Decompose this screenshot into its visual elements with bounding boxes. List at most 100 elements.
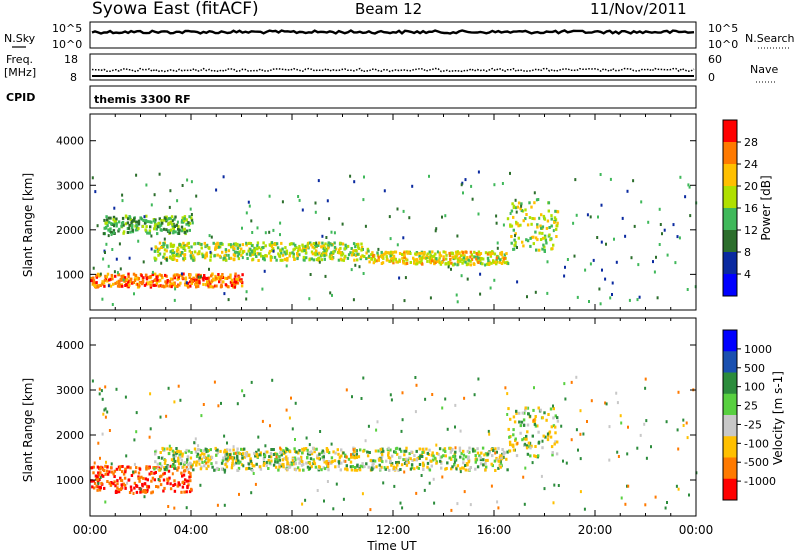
velocity-echo-cell (186, 455, 190, 459)
power-echo-cell (209, 281, 212, 285)
velocity-echo-cell (415, 383, 418, 387)
power-echo-cell (479, 261, 483, 265)
power-echo-cell (92, 266, 95, 270)
velocity-echo-cell (526, 423, 530, 427)
power-echo-cell (498, 260, 501, 264)
velocity-echo-cell (620, 496, 623, 500)
power-echo-cell (182, 228, 185, 232)
velocity-echo-cell (274, 460, 277, 464)
power-echo-cell (155, 275, 158, 279)
velocity-echo-cell (553, 442, 556, 446)
velocity-echo-cell (533, 422, 537, 426)
power-echo-cell (158, 273, 162, 277)
velocity-echo-cell (257, 435, 260, 439)
velocity-echo-cell (454, 403, 457, 407)
velocity-echo-cell (508, 449, 512, 453)
power-echo-cell (317, 244, 320, 247)
power-echo-cell (183, 215, 187, 219)
power-colorbar-segment (723, 142, 737, 165)
power-echo-cell (473, 262, 476, 266)
power-echo-cell (240, 247, 243, 251)
power-echo-cell (188, 215, 191, 219)
velocity-echo-cell (417, 466, 420, 470)
power-echo-cell (314, 210, 317, 214)
velocity-echo-cell (301, 447, 304, 451)
power-echo-cell (152, 219, 156, 223)
velocity-echo-cell (547, 434, 550, 438)
power-echo-cell (154, 246, 158, 249)
power-colorbar-segment (723, 120, 737, 143)
velocity-echo-cell (306, 465, 310, 469)
power-echo-cell (676, 235, 679, 239)
power-echo-cell (495, 221, 498, 225)
power-echo-cell (187, 241, 190, 245)
velocity-echo-cell (312, 462, 315, 465)
velocity-echo-cell (570, 438, 573, 442)
power-echo-cell (167, 222, 170, 226)
power-echo-cell (143, 215, 146, 219)
power-echo-cell (318, 251, 321, 255)
power-echo-cell (415, 259, 419, 262)
power-echo-cell (229, 256, 233, 260)
power-echo-cell (178, 283, 181, 287)
power-echo-cell (157, 284, 161, 288)
power-echo-cell (674, 261, 677, 265)
power-echo-cell (456, 234, 459, 238)
velocity-colorbar-segment (723, 372, 737, 395)
power-echo-cell (402, 261, 405, 265)
velocity-echo-cell (374, 449, 378, 453)
power-echo-cell (439, 262, 443, 266)
velocity-echo-cell (464, 464, 467, 467)
velocity-echo-cell (616, 401, 619, 405)
power-echo-cell (160, 219, 163, 222)
velocity-echo-cell (467, 455, 470, 459)
velocity-echo-cell (560, 424, 563, 428)
velocity-echo-cell (134, 470, 137, 474)
power-echo-cell (314, 244, 318, 248)
velocity-echo-cell (419, 454, 422, 458)
power-echo-cell (526, 295, 528, 299)
power-echo-cell (134, 274, 138, 278)
power-echo-cell (182, 219, 186, 222)
velocity-colorbar-segment (723, 393, 737, 416)
power-echo-cell (213, 254, 216, 258)
velocity-echo-cell (174, 454, 177, 458)
power-echo-cell (543, 245, 546, 249)
velocity-echo-cell (323, 460, 326, 464)
velocity-echo-cell (373, 459, 377, 463)
power-echo-cell (138, 281, 142, 284)
velocity-echo-cell (537, 406, 540, 410)
velocity-echo-cell (276, 454, 280, 458)
power-echo-cell (211, 285, 215, 289)
power-echo-cell (155, 227, 158, 231)
power-echo-cell (238, 243, 242, 247)
velocity-echo-cell (169, 464, 172, 468)
power-echo-cell (221, 250, 224, 254)
power-echo-cell (272, 249, 275, 253)
velocity-echo-cell (484, 461, 487, 465)
velocity-echo-cell (193, 447, 197, 451)
velocity-echo-cell (396, 452, 399, 456)
power-echo-cell (543, 248, 546, 252)
velocity-echo-cell (286, 448, 289, 451)
velocity-echo-cell (117, 488, 120, 492)
power-echo-cell (495, 258, 498, 262)
power-echo-cell (157, 279, 161, 283)
power-echo-cell (165, 284, 169, 288)
power-echo-cell (241, 273, 244, 277)
power-echo-cell (425, 254, 428, 258)
power-echo-cell (310, 250, 314, 254)
velocity-echo-cell (122, 472, 126, 476)
power-echo-cell (159, 284, 162, 288)
power-echo-cell (291, 251, 294, 255)
velocity-echo-cell (171, 472, 174, 476)
velocity-echo-cell (216, 448, 219, 452)
power-echo-cell (164, 217, 167, 221)
power-echo-cell (611, 281, 614, 285)
velocity-echo-cell (205, 450, 208, 454)
velocity-echo-cell (124, 470, 127, 474)
velocity-echo-cell (113, 480, 116, 484)
power-echo-cell (285, 249, 289, 253)
power-echo-cell (421, 262, 424, 266)
power-echo-cell (418, 254, 421, 258)
